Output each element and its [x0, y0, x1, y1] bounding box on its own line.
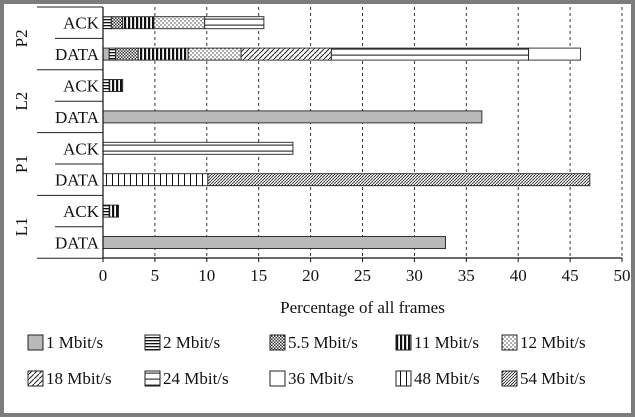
bar-segment-p2-ack-2 — [122, 16, 155, 30]
bar-segment-p2-data-7 — [528, 47, 581, 61]
x-axis-title: Percentage of all frames — [280, 298, 445, 317]
legend-label: 18 Mbit/s — [46, 369, 112, 388]
bar-segment-l1-ack-0 — [102, 204, 110, 218]
row-label: DATA — [55, 45, 100, 64]
group-label: P2 — [12, 29, 31, 47]
legend-swatch — [269, 334, 286, 351]
bar-segment-p1-data-1 — [207, 173, 591, 187]
bar-segment-p2-data-2 — [115, 47, 139, 61]
bar-segment-p2-data-1 — [108, 47, 116, 61]
x-tick-label: 20 — [302, 266, 319, 285]
bar-segment-l1-data-0 — [102, 236, 446, 249]
legend-swatch — [395, 370, 412, 387]
legend-swatch — [501, 370, 518, 387]
x-tick-label: 5 — [151, 266, 160, 285]
bar-segment-p2-ack-3 — [153, 16, 206, 30]
legend-swatch — [27, 334, 44, 351]
legend-swatch — [395, 334, 412, 351]
x-tick-label: 40 — [510, 266, 527, 285]
x-tick-label: 45 — [562, 266, 579, 285]
legend-label: 54 Mbit/s — [520, 369, 586, 388]
bar-segment-p1-data-0 — [102, 173, 209, 187]
legend-swatch — [144, 334, 161, 351]
x-tick-label: 0 — [99, 266, 108, 285]
x-tick-label: 15 — [250, 266, 267, 285]
legend-swatch — [501, 334, 518, 351]
row-label: ACK — [63, 14, 100, 33]
legend-swatch — [269, 370, 286, 387]
group-label: L1 — [12, 217, 31, 236]
legend-label: 11 Mbit/s — [414, 333, 479, 352]
group-label: P1 — [12, 155, 31, 173]
legend-swatch — [144, 370, 161, 387]
bar-segment-p2-data-3 — [137, 47, 189, 61]
row-label: DATA — [55, 108, 100, 127]
x-tick-label: 50 — [614, 266, 631, 285]
bar-chart: ACK DATA P2 ACK DATA L2 ACK DATA P1 ACK DATA L1 0 5 10… — [12, 6, 631, 388]
bar-segment-p1-ack-0 — [102, 141, 294, 155]
x-tick-label: 25 — [354, 266, 371, 285]
legend-label: 2 Mbit/s — [163, 333, 220, 352]
row-label: DATA — [55, 234, 100, 253]
x-tick-label: 30 — [406, 266, 423, 285]
legend-label: 1 Mbit/s — [46, 333, 103, 352]
row-label: ACK — [63, 77, 100, 96]
legend-label: 12 Mbit/s — [520, 333, 586, 352]
bar-segment-p2-data-4 — [187, 47, 242, 61]
row-label: ACK — [63, 139, 100, 158]
x-tick-label: 10 — [198, 266, 215, 285]
bar-segment-l2-ack-0 — [102, 79, 110, 92]
bar-segment-l1-ack-1 — [108, 204, 120, 218]
bar-segment-p2-ack-0 — [102, 16, 112, 30]
legend-label: 36 Mbit/s — [288, 369, 354, 388]
bar-segment-l2-ack-1 — [108, 79, 124, 92]
row-label: ACK — [63, 202, 100, 221]
bar-segment-p2-data-6 — [330, 47, 530, 61]
bar-segment-p2-data-5 — [240, 47, 332, 61]
legend-label: 5.5 Mbit/s — [288, 333, 358, 352]
bar-segment-l2-data-0 — [102, 110, 483, 124]
bar-segment-p2-ack-1 — [110, 16, 124, 30]
row-label: DATA — [55, 171, 100, 190]
group-label: L2 — [12, 92, 31, 111]
x-tick-label: 35 — [458, 266, 475, 285]
bar-segment-p2-data-0 — [102, 47, 110, 61]
legend-swatch — [27, 370, 44, 387]
legend-label: 48 Mbit/s — [414, 369, 480, 388]
bar-segment-p2-ack-4 — [204, 16, 265, 30]
legend-label: 24 Mbit/s — [163, 369, 229, 388]
